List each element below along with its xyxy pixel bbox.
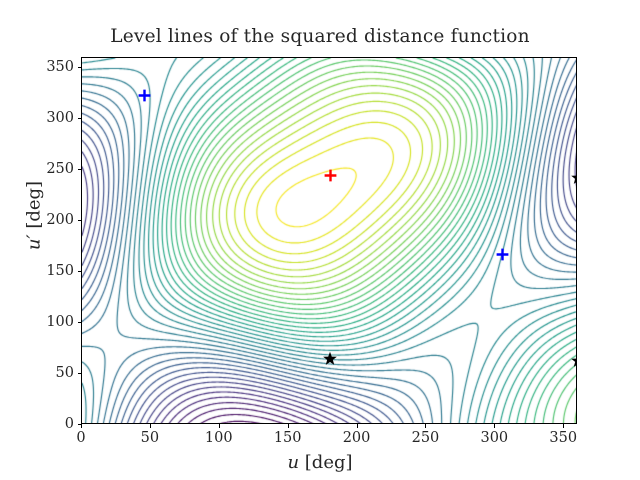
y-tick-mark bbox=[77, 118, 81, 120]
x-axis-label-var: u bbox=[287, 452, 300, 473]
y-axis-label-var: u′ bbox=[23, 234, 45, 251]
x-tick-mark bbox=[149, 424, 151, 428]
x-tick-label: 350 bbox=[549, 430, 578, 446]
x-tick-label: 200 bbox=[342, 430, 371, 446]
x-axis-label: u [deg] bbox=[0, 452, 640, 473]
page-title: Level lines of the squared distance func… bbox=[110, 26, 530, 47]
x-tick-mark bbox=[218, 424, 220, 428]
contour-plot-axes bbox=[81, 57, 577, 424]
x-tick-mark bbox=[563, 424, 565, 428]
y-tick-mark bbox=[77, 169, 81, 171]
x-axis-label-unit: [deg] bbox=[299, 452, 353, 473]
y-tick-label: 100 bbox=[46, 314, 74, 331]
x-tick-label: 300 bbox=[480, 430, 509, 446]
y-tick-label: 0 bbox=[64, 416, 74, 432]
y-tick-mark bbox=[77, 322, 81, 324]
x-tick-mark bbox=[287, 424, 289, 428]
y-tick-mark bbox=[77, 220, 81, 222]
x-tick-mark bbox=[494, 424, 496, 428]
x-tick-mark bbox=[425, 424, 427, 428]
y-axis-label-unit: [deg] bbox=[23, 180, 45, 235]
y-tick-mark bbox=[77, 373, 81, 375]
y-tick-label: 50 bbox=[55, 365, 74, 382]
y-tick-label: 300 bbox=[46, 110, 74, 127]
x-tick-label: 250 bbox=[411, 430, 440, 446]
x-tick-label: 0 bbox=[76, 430, 86, 446]
y-tick-mark bbox=[77, 67, 81, 69]
x-tick-label: 100 bbox=[204, 430, 233, 446]
y-tick-mark bbox=[77, 271, 81, 273]
y-tick-mark bbox=[77, 424, 81, 425]
y-tick-label: 350 bbox=[46, 59, 74, 76]
x-tick-mark bbox=[356, 424, 358, 428]
x-tick-label: 150 bbox=[273, 430, 302, 446]
y-axis-label: u′ [deg] bbox=[24, 136, 45, 296]
contour-lines bbox=[82, 58, 576, 423]
x-tick-label: 50 bbox=[140, 430, 160, 446]
y-tick-label: 150 bbox=[46, 263, 74, 280]
y-tick-label: 250 bbox=[46, 161, 74, 178]
y-tick-label: 200 bbox=[46, 212, 74, 229]
x-tick-mark bbox=[81, 424, 82, 428]
